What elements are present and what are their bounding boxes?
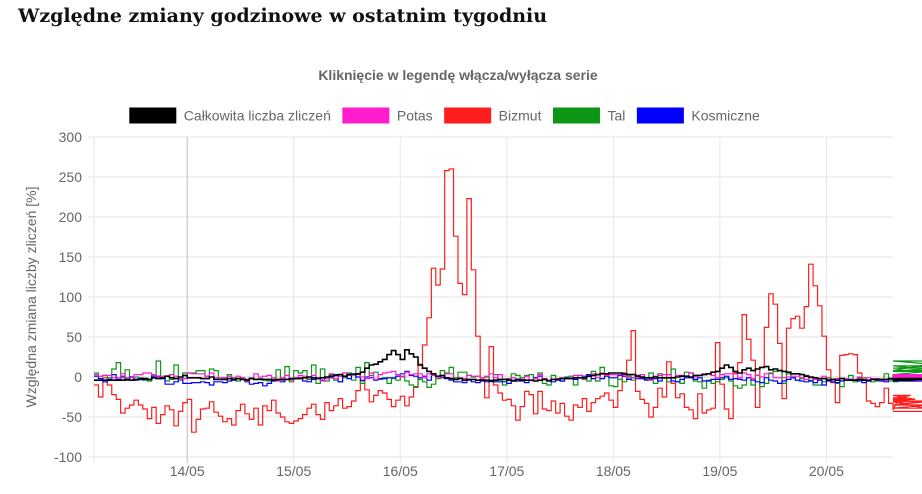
- legend-item[interactable]: Tal: [552, 107, 625, 124]
- legend-swatch[interactable]: [552, 107, 600, 124]
- legend-label[interactable]: Całkowita liczba zliczeń: [184, 108, 331, 124]
- legend-label[interactable]: Tal: [607, 108, 625, 124]
- y-tick-label: 300: [59, 129, 83, 145]
- legend-swatch[interactable]: [342, 107, 390, 124]
- x-tick-label: 20/05: [809, 463, 844, 479]
- y-tick-label: -50: [62, 409, 82, 425]
- x-tick-label: 15/05: [276, 463, 311, 479]
- x-tick-label: 16/05: [383, 463, 418, 479]
- x-tick-label: 14/05: [170, 463, 205, 479]
- y-tick-label: 0: [74, 369, 82, 385]
- legend-item[interactable]: Potas: [342, 107, 433, 124]
- series-line: [94, 360, 922, 389]
- series-line: [94, 168, 922, 433]
- y-axis-ticks: -100 -50 0 50 100 150 200 250 300: [54, 129, 82, 465]
- y-tick-label: 200: [59, 209, 83, 225]
- legend-item[interactable]: Całkowita liczba zliczeń: [129, 107, 331, 124]
- legend-swatch[interactable]: [636, 107, 684, 124]
- legend-label[interactable]: Kosmiczne: [691, 108, 760, 124]
- legend-item[interactable]: Bizmut: [444, 107, 542, 124]
- y-tick-label: -100: [54, 449, 82, 465]
- x-tick-label: 17/05: [489, 463, 524, 479]
- grid: [88, 136, 893, 463]
- chart-subtitle: Kliknięcie w legendę włącza/wyłącza seri…: [318, 67, 598, 83]
- legend: Całkowita liczba zliczeń Potas Bizmut Tal Ko…: [129, 107, 760, 124]
- y-axis-label: Względna zmiana liczby zliczeń [%]: [23, 187, 39, 408]
- y-tick-label: 150: [59, 249, 83, 265]
- y-tick-label: 100: [59, 289, 83, 305]
- legend-label[interactable]: Bizmut: [499, 108, 542, 124]
- x-axis-ticks: 14/05 15/05 16/05 17/05 18/05 19/05 20/05: [170, 463, 844, 479]
- legend-label[interactable]: Potas: [397, 108, 433, 124]
- series-lines: [94, 168, 922, 433]
- x-tick-label: 19/05: [702, 463, 737, 479]
- y-tick-label: 250: [59, 169, 83, 185]
- y-tick-label: 50: [66, 329, 82, 345]
- legend-swatch[interactable]: [129, 107, 177, 124]
- page-title: Względne zmiany godzinowe w ostatnim tyg…: [18, 5, 548, 27]
- x-tick-label: 18/05: [596, 463, 631, 479]
- legend-item[interactable]: Kosmiczne: [636, 107, 760, 124]
- series-line: [94, 349, 922, 382]
- legend-swatch[interactable]: [444, 107, 492, 124]
